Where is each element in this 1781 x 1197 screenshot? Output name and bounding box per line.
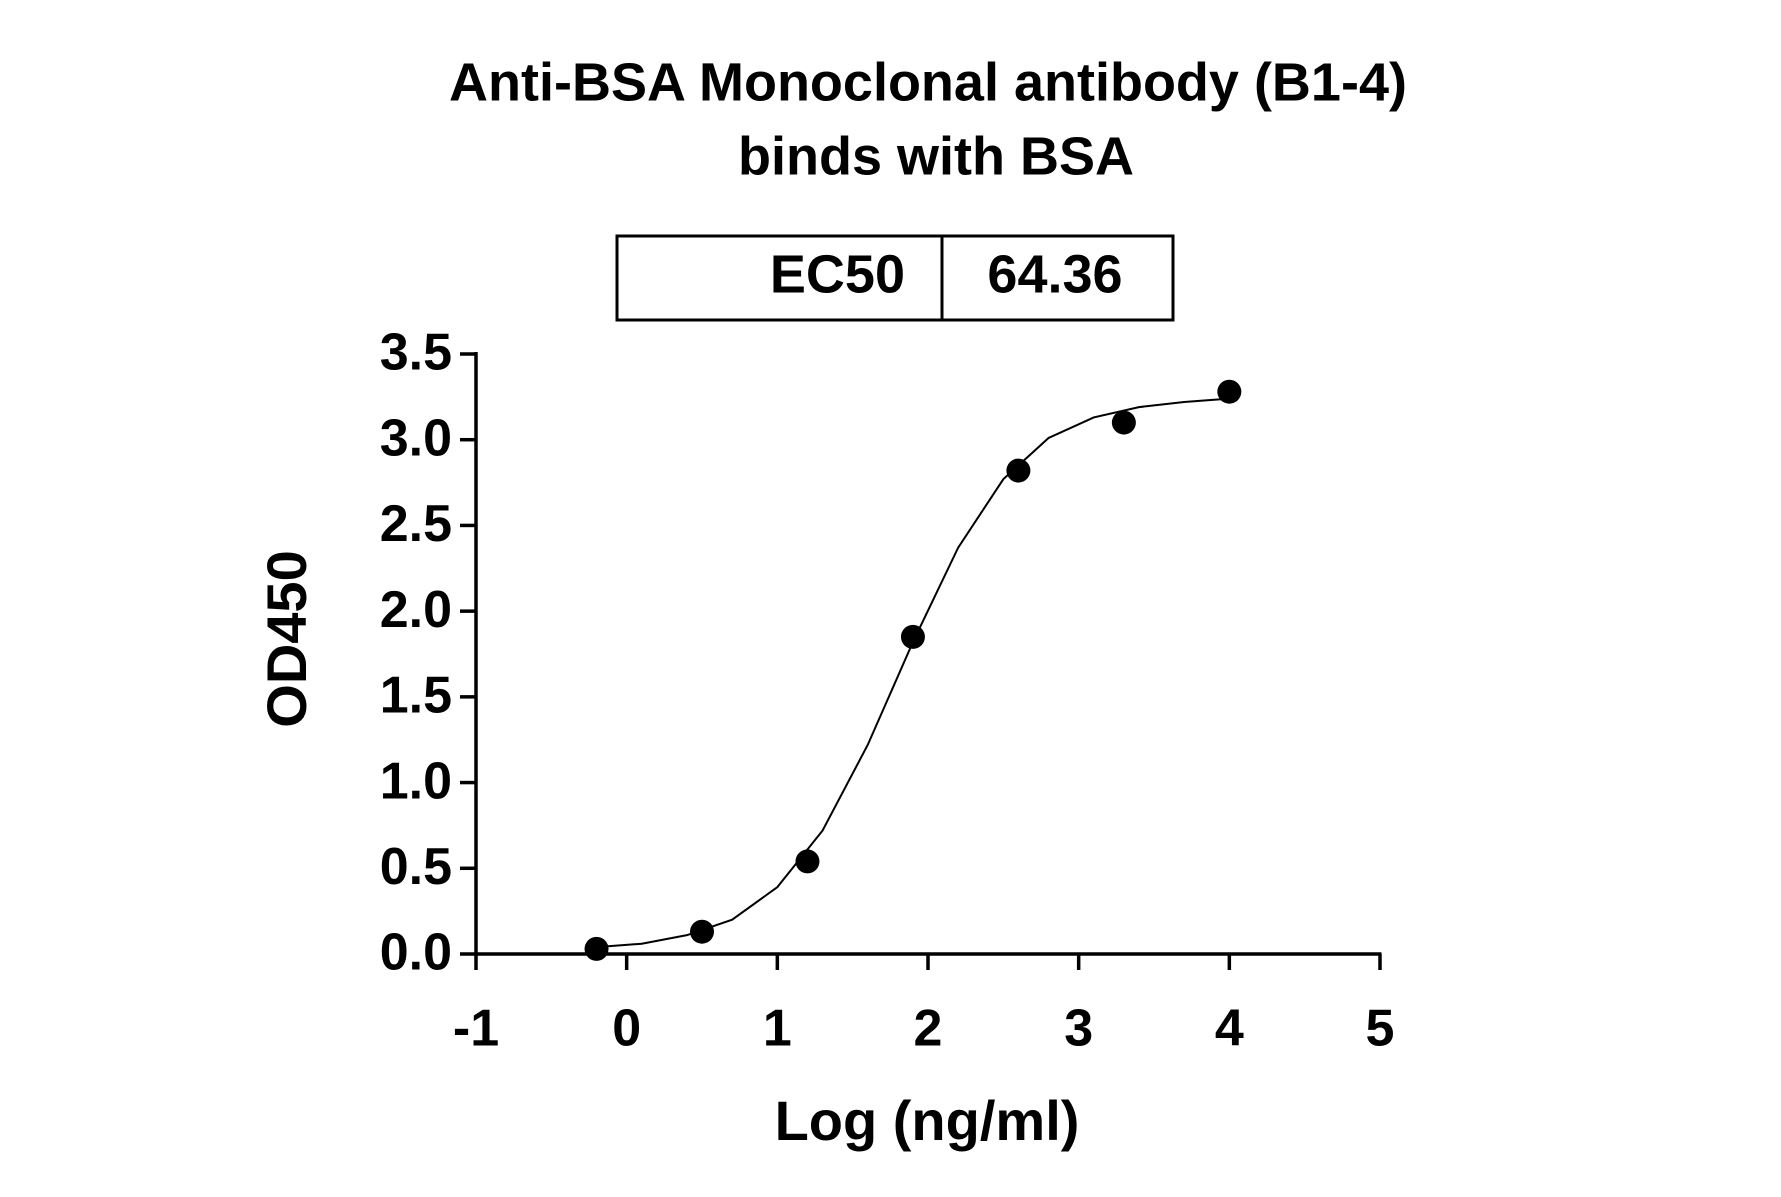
data-point bbox=[1111, 410, 1136, 435]
x-tick-label: 1 bbox=[763, 1000, 792, 1058]
y-tick-label: 2.5 bbox=[380, 495, 452, 553]
data-point bbox=[1217, 379, 1242, 404]
ec50-label: EC50 bbox=[770, 244, 905, 304]
x-tick-label: 5 bbox=[1366, 1000, 1395, 1058]
x-tick-label: 4 bbox=[1215, 1000, 1244, 1058]
x-tick-label: 3 bbox=[1064, 1000, 1093, 1058]
data-point bbox=[584, 936, 609, 961]
x-tick-label: -1 bbox=[453, 1000, 499, 1058]
chart-title: binds with BSA bbox=[738, 126, 1134, 186]
x-tick-label: 2 bbox=[914, 1000, 943, 1058]
data-point bbox=[690, 919, 714, 944]
data-point bbox=[1006, 458, 1031, 483]
y-tick-label: 2.0 bbox=[380, 581, 452, 639]
y-tick-label: 3.0 bbox=[380, 409, 452, 467]
data-point bbox=[900, 624, 925, 649]
chart-title: Anti-BSA Monoclonal antibody (B1-4) bbox=[449, 52, 1407, 112]
y-tick-label: 0.0 bbox=[380, 924, 452, 982]
y-tick-label: 1.5 bbox=[380, 667, 452, 725]
fit-curve bbox=[596, 397, 1230, 949]
y-tick-label: 3.5 bbox=[380, 324, 452, 382]
y-tick-label: 0.5 bbox=[380, 838, 452, 896]
ec50-value: 64.36 bbox=[987, 244, 1122, 304]
data-point bbox=[795, 849, 820, 874]
x-tick-label: 0 bbox=[612, 1000, 641, 1058]
ec50-box bbox=[615, 234, 1175, 322]
y-axis-label: OD450 bbox=[255, 550, 318, 727]
x-axis-label: Log (ng/ml) bbox=[775, 1089, 1080, 1152]
y-tick-label: 1.0 bbox=[380, 752, 452, 810]
